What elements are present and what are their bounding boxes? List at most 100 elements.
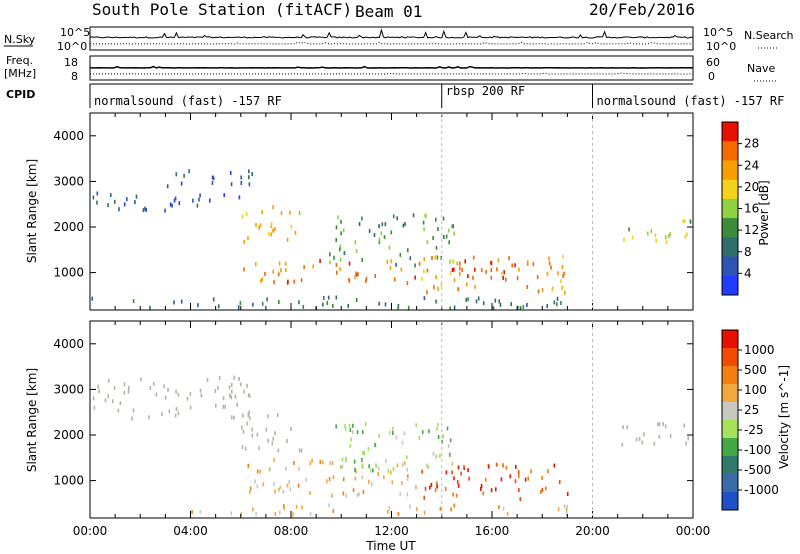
scatter-cell bbox=[527, 260, 529, 265]
scatter-cell bbox=[171, 203, 173, 208]
scatter-cell bbox=[342, 491, 345, 496]
velocity-colorbar-swatch bbox=[722, 384, 738, 403]
scatter-cell bbox=[97, 384, 100, 389]
scatter-cell bbox=[654, 233, 657, 238]
scatter-cell bbox=[236, 402, 238, 407]
scatter-cell bbox=[292, 512, 294, 517]
scatter-cell bbox=[249, 486, 252, 491]
scatter-cell bbox=[246, 383, 248, 388]
scatter-cell bbox=[499, 302, 502, 307]
cpid-segment-label: normalsound (fast) -157 RF bbox=[94, 94, 282, 108]
scatter-cell bbox=[233, 415, 235, 420]
scatter-cell bbox=[546, 304, 548, 309]
scatter-cell bbox=[270, 232, 272, 237]
scatter-cell bbox=[267, 231, 270, 236]
scatter-cell bbox=[352, 430, 354, 435]
velocity-colorbar-swatch bbox=[722, 348, 738, 367]
scatter-cell bbox=[249, 489, 251, 494]
scatter-cell bbox=[622, 425, 624, 430]
nsearch-tick-high: 10^5 bbox=[703, 26, 733, 39]
scatter-cell bbox=[397, 303, 400, 308]
scatter-cell bbox=[174, 196, 177, 201]
velocity-colorbar: 1000 500 100 25 -25 -100 -500 -1000 bbox=[721, 329, 779, 511]
scatter-cell bbox=[189, 405, 192, 410]
scatter-cell bbox=[200, 393, 203, 398]
velocity-axes: 1000 2000 3000 4000 bbox=[53, 321, 694, 518]
scatter-cell bbox=[395, 435, 398, 440]
scatter-cell bbox=[421, 469, 423, 474]
scatter-cell bbox=[668, 234, 670, 239]
scatter-cell bbox=[498, 505, 500, 510]
scatter-cell bbox=[426, 463, 428, 468]
scatter-cell bbox=[541, 288, 544, 293]
scatter-cell bbox=[302, 304, 305, 309]
scatter-cell bbox=[247, 393, 250, 398]
velocity-colorbar-tick-label: 100 bbox=[744, 383, 767, 397]
scatter-cell bbox=[131, 416, 133, 421]
scatter-cell bbox=[345, 456, 347, 461]
scatter-cell bbox=[387, 509, 389, 514]
scatter-cell bbox=[286, 483, 289, 488]
scatter-cell bbox=[402, 223, 405, 228]
scatter-cell bbox=[117, 408, 120, 413]
scatter-cell bbox=[357, 272, 359, 277]
scatter-cell bbox=[339, 257, 342, 262]
scatter-cell bbox=[285, 268, 287, 272]
scatter-cell bbox=[319, 460, 322, 464]
scatter-cell bbox=[149, 305, 151, 310]
scatter-cell bbox=[459, 272, 461, 277]
scatter-cell bbox=[279, 510, 281, 515]
scatter-cell bbox=[516, 276, 519, 281]
scatter-cell bbox=[418, 435, 421, 440]
scatter-cell bbox=[134, 200, 136, 205]
chart-title: South Pole Station (fitACF) bbox=[92, 0, 352, 19]
scatter-cell bbox=[362, 450, 364, 455]
scatter-cell bbox=[556, 302, 558, 307]
scatter-cell bbox=[427, 464, 429, 469]
scatter-cell bbox=[268, 467, 271, 472]
scatter-cell bbox=[152, 381, 155, 386]
scatter-cell bbox=[406, 476, 409, 481]
scatter-cell bbox=[289, 210, 291, 215]
scatter-cell bbox=[96, 200, 98, 205]
scatter-cell bbox=[305, 477, 307, 482]
velocity-colorbar-tick-label: -100 bbox=[744, 443, 771, 457]
scatter-cell bbox=[423, 495, 425, 500]
scatter-cell bbox=[389, 266, 392, 270]
scatter-cell bbox=[173, 300, 175, 305]
scatter-cell bbox=[93, 405, 96, 410]
scatter-cell bbox=[530, 469, 532, 474]
time-tick-label: 12:00 bbox=[374, 524, 409, 538]
scatter-cell bbox=[422, 220, 425, 225]
scatter-cell bbox=[383, 475, 385, 480]
scatter-cell bbox=[392, 431, 394, 435]
scatter-cell bbox=[339, 247, 341, 252]
scatter-cell bbox=[337, 215, 339, 220]
scatter-cell bbox=[206, 377, 209, 382]
scatter-cell bbox=[362, 430, 364, 434]
scatter-cell bbox=[298, 466, 300, 471]
scatter-cell bbox=[243, 267, 245, 272]
scatter-cell bbox=[374, 442, 376, 447]
nsky-label: N.Sky bbox=[4, 33, 36, 46]
scatter-cell bbox=[657, 422, 659, 427]
scatter-cell bbox=[368, 228, 371, 233]
cpid-segment-label: normalsound (fast) -157 RF bbox=[597, 94, 785, 108]
velocity-colorbar-swatch bbox=[722, 402, 738, 421]
scatter-cell bbox=[237, 305, 240, 310]
cpid-segment-label: rbsp 200 RF bbox=[446, 84, 525, 98]
scatter-cell bbox=[274, 489, 276, 494]
freq-label: Freq. bbox=[6, 54, 33, 67]
scatter-cell bbox=[664, 424, 667, 429]
scatter-cell bbox=[251, 427, 253, 432]
scatter-cell bbox=[335, 424, 337, 429]
power-colorbar-swatch bbox=[722, 218, 738, 238]
time-tick-label: 00:00 bbox=[676, 524, 711, 538]
scatter-cell bbox=[301, 505, 303, 510]
scatter-cell bbox=[381, 222, 384, 227]
scatter-cell bbox=[344, 427, 347, 432]
scatter-cell bbox=[349, 444, 352, 449]
scatter-cell bbox=[233, 375, 235, 380]
scatter-cell bbox=[631, 235, 634, 240]
scatter-cell bbox=[343, 251, 346, 256]
